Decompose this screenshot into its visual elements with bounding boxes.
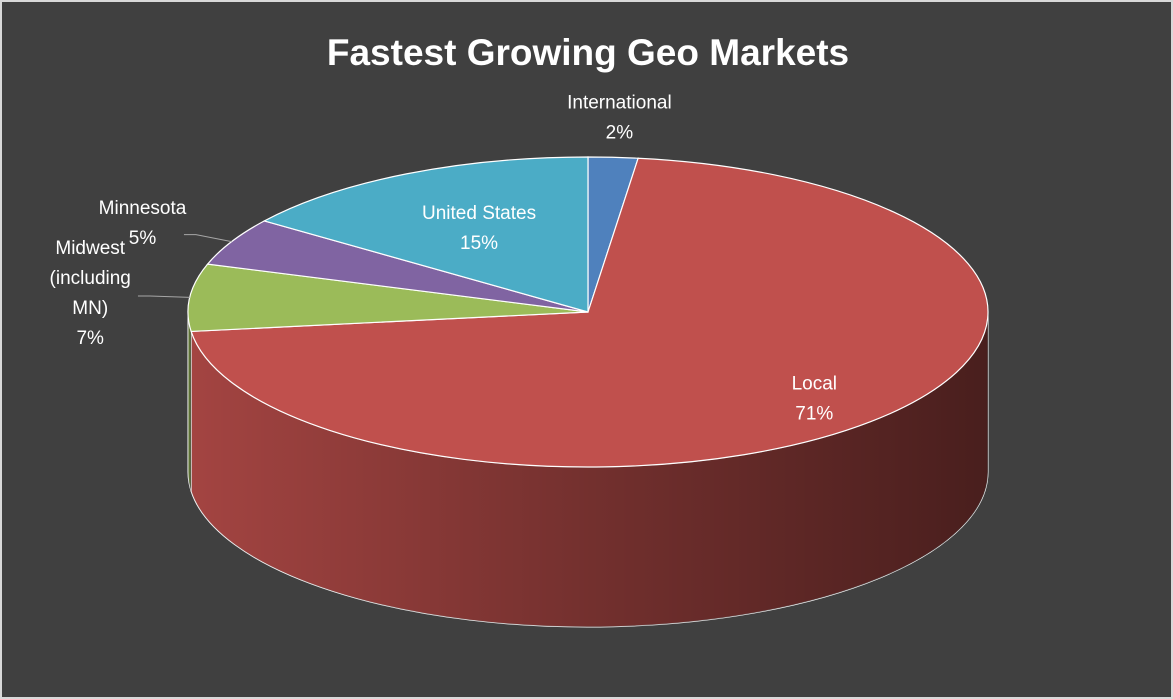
- value-label: 5%: [129, 228, 157, 249]
- leader-line: [183, 234, 232, 243]
- slice: [262, 156, 589, 313]
- slice-label: Midwest (including MN): [50, 238, 131, 319]
- pie-tops: [187, 156, 989, 468]
- leader-line: [137, 295, 190, 298]
- slice-label: International: [567, 93, 672, 114]
- slice-label: Minnesota: [99, 198, 187, 219]
- slice-label: United States: [422, 203, 536, 224]
- pie-labels: International 2% Local 71% Midwest (including…: [50, 93, 837, 425]
- side-shade: [191, 312, 989, 628]
- value-label: 2%: [606, 123, 634, 144]
- value-label: 15%: [460, 233, 498, 254]
- slice: [190, 157, 989, 468]
- slice: [187, 263, 589, 333]
- value-label: 7%: [76, 328, 104, 349]
- chart-title: Fastest Growing Geo Markets: [327, 32, 849, 73]
- side-shade: [188, 312, 192, 492]
- value-label: 71%: [795, 404, 833, 425]
- slice-label: Local: [792, 374, 837, 395]
